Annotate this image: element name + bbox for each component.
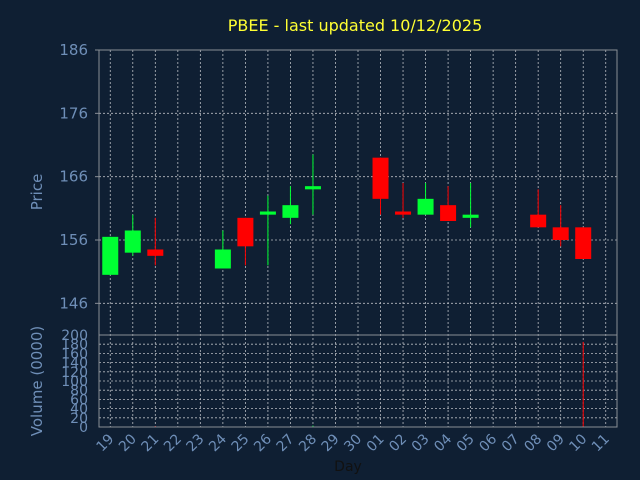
- price-tick-label: 166: [59, 168, 88, 186]
- candle-body: [214, 249, 231, 269]
- x-tick-label: 19: [93, 431, 117, 455]
- price-tick-labels: 186 176 166 156 146: [59, 41, 99, 312]
- x-tick-label: 30: [341, 431, 365, 455]
- volume-tick-label: 160: [61, 346, 88, 362]
- volume-tick-label: 80: [70, 383, 88, 399]
- candle-body: [237, 217, 254, 247]
- candles: [102, 154, 592, 275]
- volume-tick-label: 20: [70, 411, 88, 427]
- x-tick-label: 09: [544, 431, 568, 455]
- candle-body: [282, 205, 299, 218]
- volume-tick-label: 200: [61, 328, 88, 344]
- volume-tick-label: 0: [79, 420, 88, 436]
- volume-tick-label: 40: [70, 402, 88, 418]
- price-tick-label: 156: [59, 231, 88, 249]
- x-tick-label: 04: [431, 431, 455, 455]
- candle-body: [304, 186, 321, 190]
- candle-body: [575, 227, 592, 259]
- candle-body: [440, 205, 457, 221]
- x-tick-label: 20: [116, 431, 140, 455]
- x-tick-label: 24: [206, 431, 230, 455]
- x-tick-labels: 1920212223242526272829300102030405060708…: [93, 431, 612, 455]
- x-tick-label: 22: [161, 431, 185, 455]
- price-plot-frame: [98, 49, 618, 336]
- chart-title: PBEE - last updated 10/12/2025: [228, 16, 483, 35]
- x-tick-label: 06: [476, 431, 500, 455]
- grid-lines: [99, 50, 617, 427]
- price-tick-label: 146: [59, 294, 88, 312]
- candle-body: [462, 214, 479, 218]
- x-tick-label: 02: [386, 431, 410, 455]
- price-axis-title: Price: [28, 174, 46, 211]
- volume-tick-label: 140: [61, 356, 88, 372]
- x-tick-label: 28: [296, 431, 320, 455]
- volume-bars: [154, 341, 584, 427]
- x-tick-label: 05: [454, 431, 478, 455]
- volume-tick-label: 100: [61, 374, 88, 390]
- price-tick-label: 186: [59, 41, 88, 59]
- x-tick-label: 26: [251, 431, 275, 455]
- candle-body: [395, 211, 412, 215]
- x-tick-label: 29: [319, 431, 343, 455]
- candle-body: [124, 230, 141, 253]
- x-tick-label: 10: [566, 431, 590, 455]
- candle-body: [417, 198, 434, 215]
- price-tick-label: 176: [59, 104, 88, 122]
- candle-body: [259, 211, 276, 215]
- x-tick-label: 08: [521, 431, 545, 455]
- x-tick-label: 03: [409, 431, 433, 455]
- x-tick-label: 11: [589, 431, 613, 455]
- x-tick-label: 01: [364, 431, 388, 455]
- candle-body: [372, 157, 389, 199]
- candle-body: [552, 227, 569, 240]
- x-tick-label: 25: [229, 431, 253, 455]
- candle-body: [102, 236, 119, 275]
- candle-body: [147, 249, 164, 256]
- x-axis-title: Day: [334, 459, 362, 475]
- volume-tick-label: 120: [61, 365, 88, 381]
- x-tick-label: 27: [274, 431, 298, 455]
- x-tick-label: 23: [184, 431, 208, 455]
- volume-tick-label: 180: [61, 337, 88, 353]
- plot-frames: [98, 49, 618, 428]
- x-tick-label: 21: [139, 431, 163, 455]
- volume-plot-frame: [98, 334, 618, 428]
- volume-tick-label: 60: [70, 392, 88, 408]
- candle-body: [530, 214, 547, 228]
- x-tick-label: 07: [499, 431, 523, 455]
- volume-axis-title: Volume (0000): [28, 326, 46, 436]
